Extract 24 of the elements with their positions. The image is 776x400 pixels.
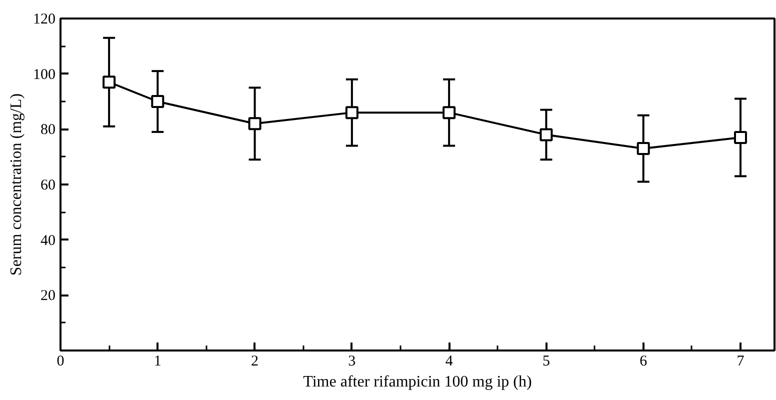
y-tick-label: 120 [33, 12, 56, 28]
point [345, 106, 358, 120]
x-tick-label: 6 [640, 354, 648, 370]
y-tick-label: 100 [33, 66, 56, 83]
point [102, 76, 116, 89]
point [442, 106, 456, 120]
y-tick-label: 20 [40, 288, 56, 304]
y-tick-label: 80 [40, 122, 56, 138]
x-tick-label: 5 [542, 354, 550, 370]
x-tick-label: 4 [445, 354, 454, 370]
x-tick-label: 0 [56, 354, 64, 370]
point [636, 142, 650, 156]
point [151, 95, 164, 108]
y-tick-label: 60 [40, 178, 56, 194]
x-axis-title: Time after rifampicin 100 mg ip (h) [303, 374, 532, 390]
x-tick-label: 3 [348, 354, 356, 370]
x-tick-label: 1 [154, 354, 162, 370]
x-tick-label: 7 [736, 354, 745, 370]
point [734, 130, 747, 144]
y-tick-label: 40 [40, 232, 56, 249]
point [248, 117, 262, 130]
x-tick-label: 2 [251, 354, 259, 370]
point [540, 128, 553, 142]
y-axis-title: Serum concentration (mg/L) [8, 93, 25, 276]
